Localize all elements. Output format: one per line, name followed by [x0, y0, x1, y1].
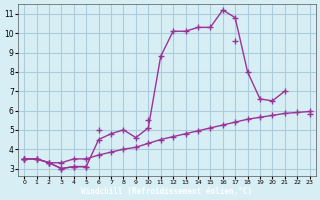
- X-axis label: Windchill (Refroidissement éolien,°C): Windchill (Refroidissement éolien,°C): [81, 187, 252, 196]
